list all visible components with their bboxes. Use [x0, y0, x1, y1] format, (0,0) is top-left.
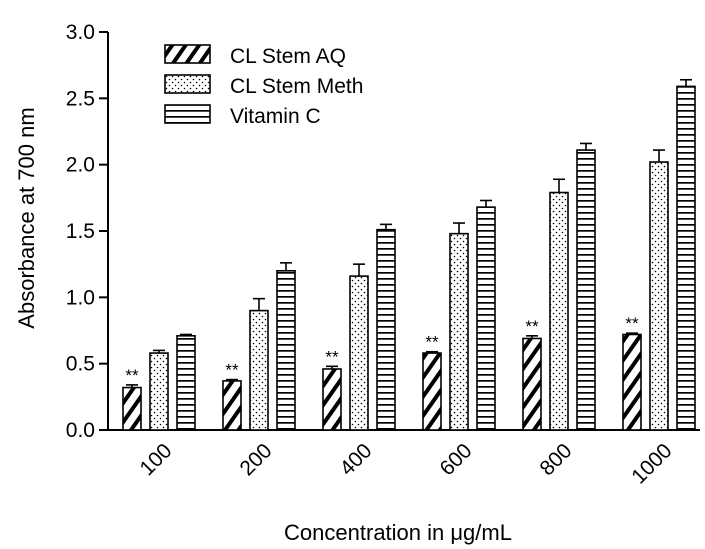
bar-cl-stem-aq-1000 [622, 333, 642, 431]
bar-vitamin-c-400 [376, 228, 396, 431]
x-tick-label: 400 [335, 439, 376, 480]
significance-mark: ** [625, 314, 639, 333]
bar-vitamin-c-200 [276, 269, 296, 431]
y-tick-label: 0.0 [66, 419, 95, 442]
bar-vitamin-c-100 [176, 335, 196, 431]
y-tick-label: 2.5 [66, 87, 95, 110]
bar-cl-stem-aq-800 [522, 337, 542, 431]
legend-label: CL Stem AQ [230, 45, 346, 68]
y-tick-label: 1.0 [66, 286, 95, 309]
x-tick-label: 200 [235, 439, 276, 480]
legend-label: CL Stem Meth [230, 75, 363, 98]
legend-swatch-vitamin-c [164, 104, 211, 124]
bar-cl-stem-meth-1000 [649, 161, 669, 431]
x-tick-label: 100 [135, 439, 176, 480]
legend-swatch-cl-stem-aq [164, 44, 211, 64]
y-tick-label: 1.5 [66, 220, 95, 243]
bar-cl-stem-aq-100 [122, 386, 142, 431]
bar-cl-stem-aq-400 [322, 368, 342, 431]
significance-mark: ** [125, 366, 139, 385]
y-axis-title: Absorbance at 700 nm [14, 107, 39, 328]
bar-cl-stem-aq-600 [422, 352, 442, 431]
x-axis-title: Concentration in μg/mL [284, 520, 512, 545]
bar-cl-stem-meth-800 [549, 191, 569, 431]
y-tick-label: 3.0 [66, 21, 95, 44]
bar-cl-stem-meth-600 [449, 232, 469, 431]
x-tick-label: 600 [435, 439, 476, 480]
y-axis: 0.0 0.5 1.0 1.5 2.0 2.5 3.0 [66, 21, 109, 442]
bar-vitamin-c-1000 [676, 85, 696, 431]
bars-group: ** ** ** ** ** ** [122, 78, 696, 431]
x-axis: 100 200 400 600 800 1000 [108, 429, 700, 489]
bar-cl-stem-meth-400 [349, 275, 369, 431]
bar-cl-stem-meth-200 [249, 309, 269, 431]
significance-mark: ** [225, 361, 239, 380]
y-tick-label: 2.0 [66, 154, 95, 177]
x-tick-label: 1000 [627, 439, 676, 488]
legend: CL Stem AQ CL Stem Meth Vitamin C [164, 44, 363, 128]
legend-swatch-cl-stem-meth [164, 74, 211, 94]
significance-mark: ** [425, 333, 439, 352]
bar-cl-stem-aq-200 [222, 380, 242, 431]
bar-cl-stem-meth-100 [149, 352, 169, 431]
legend-label: Vitamin C [230, 105, 321, 128]
y-tick-label: 0.5 [66, 353, 95, 376]
bar-vitamin-c-600 [476, 206, 496, 431]
significance-mark: ** [325, 347, 339, 366]
significance-mark: ** [525, 317, 539, 336]
bar-vitamin-c-800 [576, 149, 596, 431]
x-tick-label: 800 [535, 439, 576, 480]
